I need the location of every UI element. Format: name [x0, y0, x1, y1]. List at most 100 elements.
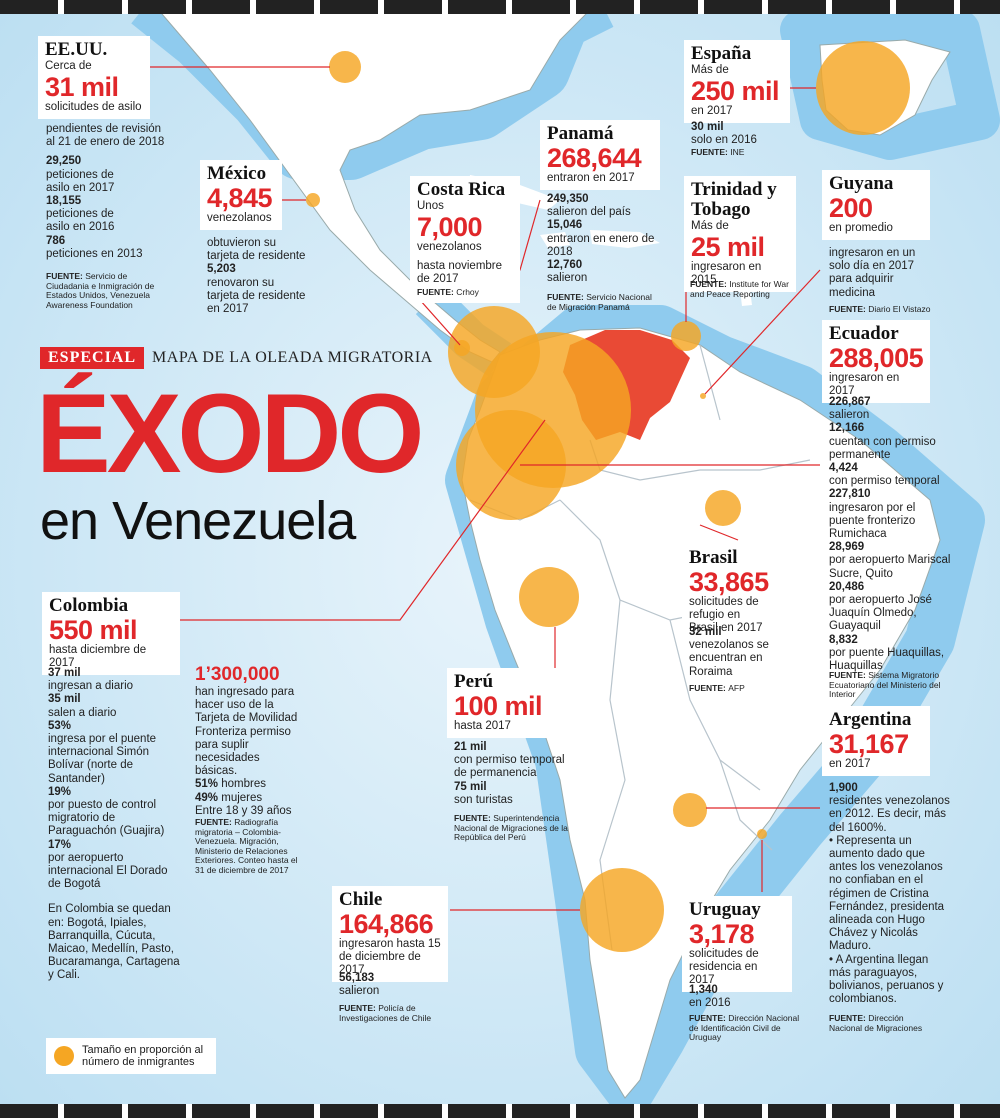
usa-stat-2-num: 786 — [46, 234, 66, 247]
usa-body-1: al 21 de enero de 2018 — [46, 136, 165, 149]
costarica-post: venezolanos — [417, 241, 482, 253]
colombia-tmf-men-num: 51% — [195, 778, 219, 791]
colombia-tmf: 1’300,000 han ingresado para hacer uso d… — [195, 664, 303, 818]
uruguay-name: Uruguay — [689, 899, 761, 920]
colombia-stat-0-text: ingresan a diario — [48, 680, 134, 693]
mexico-body-0: obtuvieron su — [207, 237, 277, 249]
panama-source: FUENTE: Servicio Nacional de Migración P… — [547, 292, 657, 312]
usa-name: EE.UU. — [45, 39, 108, 60]
argentina-name: Argentina — [829, 709, 912, 730]
mexico-stat-0-text: renovaron su tarjeta de residente en 201… — [207, 276, 306, 316]
colombia-source-label: FUENTE: — [195, 817, 232, 827]
ecuador-stat-1-text: cuentan con permiso permanente — [829, 435, 936, 461]
argentina-box: Argentina 31,167 en 2017 — [822, 706, 930, 776]
trinidad-pre: Más de — [691, 220, 729, 232]
colombia-details: 37 mil ingresan a diario 35 mil salen a … — [48, 667, 180, 983]
chile-big: 164,866 — [339, 909, 434, 939]
peru-source-text: Superintendencia Nacional de Migraciones… — [454, 813, 568, 842]
chile-stat-0-text: salieron — [339, 985, 380, 998]
guyana-body-0: ingresaron en un — [829, 247, 916, 259]
trinidad-source-label: FUENTE: — [690, 279, 727, 289]
ecuador-stat-1-num: 12,166 — [829, 422, 865, 435]
brasil-source-text: AFP — [728, 683, 745, 693]
colombia-tmf-text: han ingresado para hacer uso de la Tarje… — [195, 686, 298, 778]
usa-details: pendientes de revisión al 21 de enero de… — [46, 123, 176, 261]
colombia-tmf-age: Entre 18 y 39 años — [195, 804, 292, 817]
panama-stat-0-num: 249,350 — [547, 193, 589, 205]
ecuador-stat-3-text: ingresaron por el puente fronterizo Rumi… — [829, 501, 916, 541]
usa-source-text: Servicio de Ciudadania e Inmigración de … — [46, 271, 155, 310]
argentina-source-label: FUENTE: — [829, 1013, 866, 1023]
espana-source-text: INE — [730, 147, 745, 157]
mexico-name: México — [207, 163, 267, 184]
argentina-stat-0-num: 1,900 — [829, 782, 858, 794]
south-america-land — [461, 327, 941, 1099]
panama-name: Panamá — [547, 123, 614, 144]
ecuador-stat-5-text: por aeropuerto José Juaquín Olmedo, Guay… — [829, 594, 932, 633]
usa-post: solicitudes de asilo — [45, 101, 142, 113]
ecuador-stat-0-num: 226,867 — [829, 396, 871, 408]
uruguay-source-text: Dirección Nacional de Identificación Civ… — [689, 1013, 800, 1042]
colombia-stat-2-num: 53% — [48, 719, 72, 732]
peru-stat-0-num: 21 mil — [454, 741, 487, 753]
north-america-land — [149, 0, 601, 363]
costarica-name: Costa Rica — [417, 179, 506, 200]
uruguay-stat-0-num: 1,340 — [689, 984, 718, 996]
brasil-stat-0-text: venezolanos se encuentran en Roraima — [689, 639, 769, 678]
colombia-tmf-big: 1’300,000 — [195, 664, 280, 685]
costarica-pre: Unos — [417, 200, 444, 212]
bubble-ecuador — [456, 410, 566, 520]
espana-stat-0-num: 30 mil — [691, 121, 724, 133]
panama-stat-2-num: 12,760 — [547, 259, 583, 272]
peru-details: 21 mil con permiso temporal de permanenc… — [454, 741, 572, 807]
colombia-stat-3-num: 19% — [48, 785, 72, 798]
argentina-details: 1,900 residentes venezolanos en 2012. Es… — [829, 782, 951, 1006]
colombia-big: 550 mil — [49, 615, 138, 645]
ecuador-source: FUENTE: Sistema Migratorio Ecuatoriano d… — [829, 670, 969, 700]
ecuador-big: 288,005 — [829, 343, 924, 373]
espana-post: en 2017 — [691, 105, 733, 117]
colombia-stat-2-text: ingresa por el puente internacional Simó… — [48, 733, 157, 785]
special-tag: ESPECIAL — [40, 347, 145, 369]
argentina-source: FUENTE: Dirección Nacional de Migracione… — [829, 1013, 929, 1033]
usa-source: FUENTE: Servicio de Ciudadania e Inmigra… — [46, 271, 166, 310]
argentina-bullet-0: • Representa un aumento dado que antes l… — [829, 834, 945, 953]
bubble-espana — [816, 41, 910, 135]
migration-bubbles — [306, 41, 910, 952]
panama-source-label: FUENTE: — [547, 292, 584, 302]
colombia-name: Colombia — [49, 595, 129, 616]
mexico-body-1: tarjeta de residente — [207, 250, 306, 263]
ecuador-stat-3-num: 227,810 — [829, 488, 871, 501]
peru-stat-1-text: son turistas — [454, 793, 513, 806]
guyana-box: Guyana 200 en promedio — [822, 170, 930, 240]
bubble-usa — [329, 51, 361, 83]
uruguay-stat-0-text: en 2016 — [689, 997, 731, 1010]
guyana-post: en promedio — [829, 222, 893, 234]
bottom-border-strip — [0, 1104, 1000, 1118]
ecuador-stat-4-num: 28,969 — [829, 541, 865, 554]
espana-details: 30 mil solo en 2016 — [691, 121, 791, 147]
argentina-stat-0-text: residentes venezolanos en 2012. Es decir… — [829, 795, 950, 834]
colombia-source: FUENTE: Radiografía migratoria – Colombi… — [195, 817, 299, 875]
peru-source: FUENTE: Superintendencia Nacional de Mig… — [454, 813, 574, 843]
chile-source-text: Policía de Investigaciones de Chile — [339, 1003, 432, 1023]
usa-box: EE.UU. Cerca de 31 mil solicitudes de as… — [38, 36, 150, 119]
colombia-stat-1-num: 35 mil — [48, 693, 81, 706]
mexico-box: México 4,845 venezolanos — [200, 160, 282, 230]
main-title-second-line: en Venezuela — [40, 491, 356, 551]
colombia-box: Colombia 550 mil hasta diciembre de 2017 — [42, 592, 180, 675]
colombia-stat-4-text: por aeropuerto internacional El Dorado d… — [48, 851, 168, 891]
peru-source-label: FUENTE: — [454, 813, 491, 823]
ecuador-stat-5-num: 20,486 — [829, 580, 865, 593]
colombia-tmf-women: mujeres — [221, 791, 263, 804]
mexico-details: obtuvieron su tarjeta de residente 5,203… — [207, 237, 307, 316]
espana-source-label: FUENTE: — [691, 147, 728, 157]
costarica-source-text: Crhoy — [456, 287, 479, 297]
panama-post: entraron en 2017 — [547, 172, 635, 184]
ecuador-stat-6-text: por puente Huaquillas, Huaquillas — [829, 646, 945, 673]
argentina-bullet-1: • A Argentina llegan más paraguayos, bol… — [829, 953, 944, 1006]
usa-big: 31 mil — [45, 72, 119, 102]
brasil-stat-0-num: 32 mil — [689, 626, 722, 638]
peru-stat-0-text: con permiso temporal de permanencia — [454, 754, 565, 780]
uruguay-post: solicitudes de residencia en 2017 — [689, 948, 759, 986]
